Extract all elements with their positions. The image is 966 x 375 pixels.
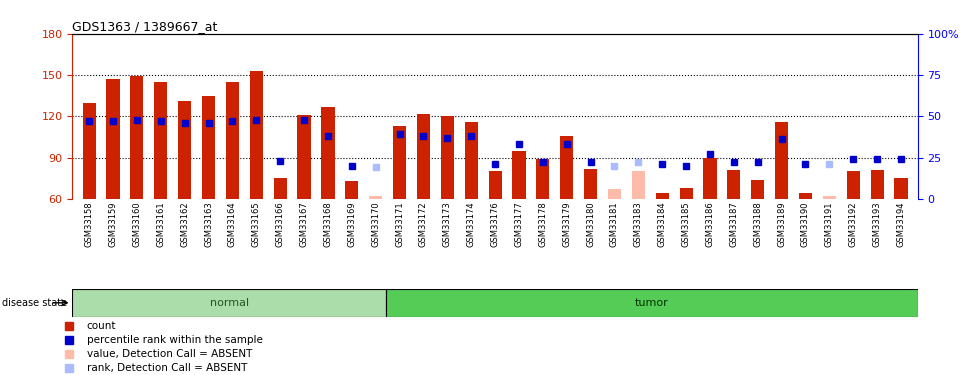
Text: GSM33173: GSM33173: [442, 201, 452, 247]
Text: GSM33174: GSM33174: [467, 201, 475, 247]
Text: GSM33166: GSM33166: [275, 201, 285, 247]
Bar: [465, 122, 478, 199]
Text: tumor: tumor: [636, 298, 668, 308]
Bar: [369, 196, 383, 199]
Text: GSM33191: GSM33191: [825, 201, 834, 247]
Text: GSM33176: GSM33176: [491, 201, 499, 247]
Text: rank, Detection Call = ABSENT: rank, Detection Call = ABSENT: [87, 363, 247, 373]
Bar: [632, 171, 645, 199]
Bar: [106, 79, 120, 199]
Bar: [703, 158, 717, 199]
Text: GSM33193: GSM33193: [872, 201, 882, 247]
Bar: [345, 181, 358, 199]
Bar: [775, 122, 788, 199]
Bar: [393, 126, 406, 199]
Bar: [823, 196, 836, 199]
Bar: [130, 76, 144, 199]
Bar: [417, 114, 430, 199]
Text: GSM33169: GSM33169: [348, 201, 356, 247]
Text: GSM33165: GSM33165: [252, 201, 261, 247]
Bar: [155, 82, 167, 199]
Text: GSM33160: GSM33160: [132, 201, 141, 247]
Bar: [608, 189, 621, 199]
Text: GSM33171: GSM33171: [395, 201, 404, 247]
Text: GSM33181: GSM33181: [610, 201, 619, 247]
Text: GDS1363 / 1389667_at: GDS1363 / 1389667_at: [72, 20, 217, 33]
Text: GSM33190: GSM33190: [801, 201, 810, 247]
Text: GSM33179: GSM33179: [562, 201, 571, 247]
Bar: [656, 193, 668, 199]
Bar: [512, 151, 526, 199]
Text: GSM33177: GSM33177: [515, 201, 524, 247]
Text: GSM33170: GSM33170: [371, 201, 381, 247]
Bar: [489, 171, 501, 199]
Text: GSM33159: GSM33159: [108, 201, 118, 247]
Bar: [72, 289, 386, 317]
Bar: [560, 135, 573, 199]
Bar: [250, 71, 263, 199]
Text: GSM33162: GSM33162: [181, 201, 189, 247]
Text: GSM33161: GSM33161: [156, 201, 165, 247]
Text: GSM33189: GSM33189: [777, 201, 786, 247]
Bar: [83, 102, 96, 199]
Bar: [226, 82, 239, 199]
Bar: [178, 101, 191, 199]
Text: GSM33158: GSM33158: [85, 201, 94, 247]
Bar: [895, 178, 907, 199]
Text: GSM33192: GSM33192: [849, 201, 858, 247]
Text: GSM33194: GSM33194: [896, 201, 905, 247]
Bar: [322, 106, 334, 199]
Bar: [536, 159, 550, 199]
Bar: [386, 289, 918, 317]
Bar: [679, 188, 693, 199]
Text: GSM33178: GSM33178: [538, 201, 548, 247]
Text: value, Detection Call = ABSENT: value, Detection Call = ABSENT: [87, 349, 252, 359]
Text: GSM33188: GSM33188: [753, 201, 762, 247]
Text: disease state: disease state: [2, 298, 67, 308]
Bar: [846, 171, 860, 199]
Bar: [202, 96, 215, 199]
Bar: [584, 168, 597, 199]
Bar: [870, 170, 884, 199]
Text: GSM33168: GSM33168: [324, 201, 332, 247]
Text: normal: normal: [210, 298, 249, 308]
Text: GSM33187: GSM33187: [729, 201, 738, 247]
Bar: [727, 170, 740, 199]
Text: GSM33183: GSM33183: [634, 201, 642, 247]
Text: count: count: [87, 321, 116, 331]
Bar: [298, 115, 311, 199]
Text: GSM33164: GSM33164: [228, 201, 237, 247]
Text: GSM33167: GSM33167: [299, 201, 308, 247]
Bar: [752, 180, 764, 199]
Text: GSM33186: GSM33186: [705, 201, 715, 247]
Text: GSM33172: GSM33172: [419, 201, 428, 247]
Text: GSM33163: GSM33163: [204, 201, 213, 247]
Bar: [273, 178, 287, 199]
Text: GSM33180: GSM33180: [586, 201, 595, 247]
Bar: [799, 193, 812, 199]
Text: percentile rank within the sample: percentile rank within the sample: [87, 335, 263, 345]
Text: GSM33184: GSM33184: [658, 201, 667, 247]
Bar: [440, 116, 454, 199]
Text: GSM33185: GSM33185: [682, 201, 691, 247]
